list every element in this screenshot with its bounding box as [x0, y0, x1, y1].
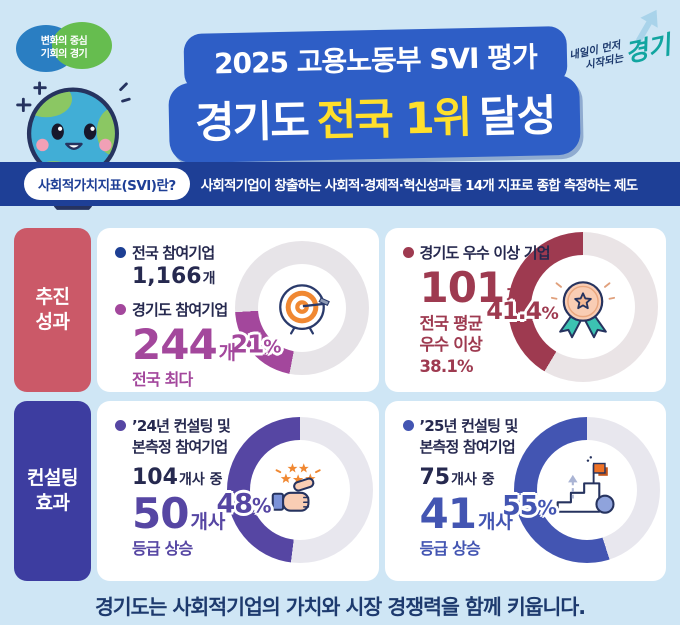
svi-definition-text: 사회적기업이 창출하는 사회적·경제적·혁신성과를 14개 지표로 종합 측정하…: [200, 178, 638, 194]
donut-value-label: 41.4%: [486, 297, 559, 325]
thumbs-up-stars-icon: [271, 463, 321, 512]
stat-mid-value: 104: [132, 465, 178, 491]
stat-gyeonggi-participants: 경기도 참여기업 244 개 전국 최다: [115, 300, 236, 391]
badge-green-ellipse: [52, 22, 112, 69]
donut-value-label: 21%: [230, 329, 282, 359]
badge-text: 변화의 중심 기회의 경기: [16, 22, 112, 74]
donut-pct-number: 48: [216, 488, 253, 520]
stat-national-participants: 전국 참여기업 1,166개: [115, 243, 236, 288]
donut-pct-unit: %: [263, 336, 281, 358]
stat-value: 50: [132, 489, 189, 539]
svi-definition-label: 사회적가치지표(SVI)란?: [24, 168, 190, 200]
title-block: 2025 고용노동부 SVI 평가 경기도 전국 1위 달성: [88, 25, 662, 164]
stat-label: ’25년 컨설팅 및 본측정 참여기업: [419, 416, 519, 457]
section-label-line1: 컨설팅: [27, 466, 78, 489]
stairs-flag-icon: [556, 456, 615, 514]
section-label-consulting: 컨설팅 효과: [14, 401, 91, 581]
donut-value-label: 55%: [501, 490, 558, 522]
section-label-line2: 성과: [35, 311, 70, 333]
gyeonggi-badge: 변화의 중심 기회의 경기: [16, 22, 112, 74]
title-line2-highlight: 전국 1위: [316, 93, 472, 147]
stat-unit: 개: [218, 342, 237, 365]
stat-value: 244: [132, 320, 218, 370]
donut-pct-unit: %: [252, 494, 272, 518]
bullet-dot: [402, 420, 414, 431]
donut-chart-excellent: 41.4%: [486, 232, 658, 382]
stat-label-line2: 본측정 참여기업: [419, 437, 516, 456]
section-label-line2: 효과: [35, 492, 70, 514]
stat-label-line2: 본측정 참여기업: [132, 437, 228, 456]
bullet-dot: [402, 247, 414, 258]
stat-unit: 개: [506, 284, 524, 307]
stat-note: 전국 최다: [132, 370, 193, 390]
section-label-line1: 추진: [35, 285, 70, 308]
stat-mid-value: 75: [419, 465, 451, 491]
donut-pct-unit: %: [541, 304, 558, 324]
stat-label: 전국 참여기업: [132, 244, 215, 262]
stat-mid-unit: 개사 중: [451, 472, 495, 489]
section-label-performance: 추진 성과: [14, 228, 91, 392]
stat-consulting-2025: ’25년 컨설팅 및 본측정 참여기업 75개사 중 41 개사 등급 상승: [402, 416, 519, 560]
stat-label-line1: ’24년 컨설팅 및: [132, 417, 231, 435]
footer-message: 경기도는 사회적기업의 가치와 시장 경쟁력을 함께 키웁니다.: [94, 595, 586, 619]
stat-value: 101: [419, 262, 506, 312]
donut-value-label: 48%: [216, 488, 272, 520]
bullet-dot: [115, 420, 126, 431]
stat-value: 41: [419, 489, 477, 539]
stat-note-line2: 우수 이상: [419, 335, 483, 355]
consulting-row: 컨설팅 효과 ’24년 컨설팅 및 본측정 참여기업 104개사 중: [14, 401, 666, 581]
card-participation: 전국 참여기업 1,166개 경기도 참여기업 244 개 전국 최다: [97, 228, 379, 392]
stat-consulting-2024: ’24년 컨설팅 및 본측정 참여기업 104개사 중 50 개사 등급 상승: [115, 416, 231, 560]
stat-label: 경기도 참여기업: [132, 301, 228, 320]
arrow-up-icon: [635, 9, 658, 43]
title-line2: 경기도 전국 1위 달성: [168, 74, 582, 164]
stat-note-line1: 전국 평균: [419, 314, 483, 334]
title-line2-pre: 경기도: [194, 96, 309, 149]
stat-mid-unit: 개사 중: [178, 472, 223, 489]
performance-row: 추진 성과 전국 참여기업 1,166개 경기: [14, 228, 666, 392]
stat-note: 전국 평균 우수 이상 38.1%: [420, 313, 550, 377]
dartboard-target-icon: [278, 284, 330, 335]
donut-chart-2025: 55%: [502, 417, 660, 563]
title-line2-post: 달성: [479, 91, 556, 143]
donut-pct-number: 55: [501, 490, 539, 522]
bullet-dot: [115, 304, 126, 316]
stat-note-line3: 38.1%: [419, 356, 474, 376]
stat-unit: 개: [202, 270, 216, 287]
stat-note: 등급 상승: [419, 539, 481, 559]
donut-pct-number: 21: [230, 329, 265, 359]
svi-definition-bar: 사회적가치지표(SVI)란? 사회적기업이 창출하는 사회적·경제적·혁신성과를…: [0, 162, 680, 206]
stat-note: 등급 상승: [132, 539, 193, 559]
donut-chart-participation: 21%: [231, 241, 369, 375]
badge-line1: 변화의 중심: [40, 36, 88, 47]
donut-chart-2024: 48%: [216, 417, 373, 563]
card-consulting-2025: ’25년 컨설팅 및 본측정 참여기업 75개사 중 41 개사 등급 상승: [384, 401, 666, 581]
donut-pct-unit: %: [537, 496, 558, 520]
stat-unit: 개사: [477, 511, 513, 534]
gyeonggi-slogan-logo: 내일이 먼저 시작되는 경기: [556, 9, 680, 105]
stat-value: 1,166: [132, 263, 202, 289]
bullet-dot: [115, 247, 126, 258]
stat-label-line1: ’25년 컨설팅 및: [419, 417, 519, 435]
stat-label: 경기도 우수 이상 기업: [419, 244, 551, 262]
medal-ribbon-icon: [551, 281, 615, 339]
card-excellent-grade: 경기도 우수 이상 기업 101 개 전국 평균 우수 이상 38.1%: [384, 228, 666, 392]
badge-line2: 기회의 경기: [40, 49, 88, 60]
donut-pct-number: 41.4: [486, 297, 542, 325]
stat-label: ’24년 컨설팅 및 본측정 참여기업: [132, 416, 231, 457]
stat-excellent-companies: 경기도 우수 이상 기업 101 개 전국 평균 우수 이상 38.1%: [402, 243, 551, 377]
stat-unit: 개사: [190, 511, 226, 534]
card-consulting-2024: ’24년 컨설팅 및 본측정 참여기업 104개사 중 50 개사 등급 상승: [97, 401, 379, 581]
